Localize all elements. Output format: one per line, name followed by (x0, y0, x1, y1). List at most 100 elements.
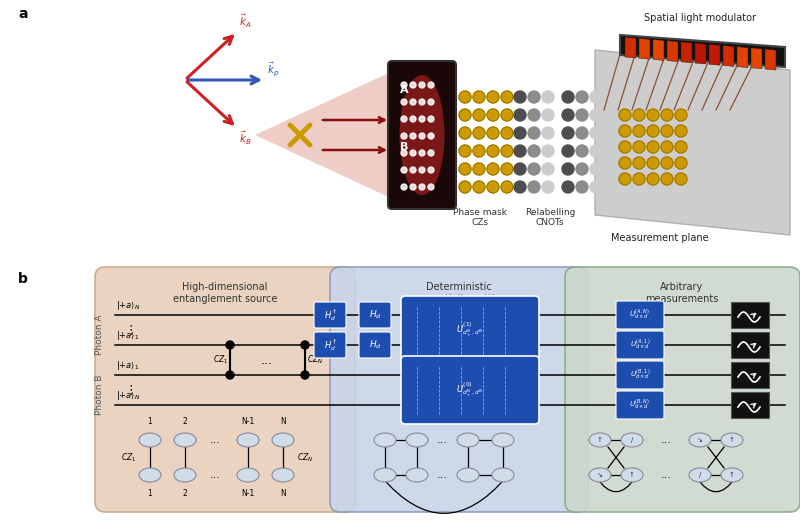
Text: $\vdots$: $\vdots$ (123, 323, 133, 337)
Circle shape (590, 127, 602, 139)
Text: $|{+a}\rangle_N$: $|{+a}\rangle_N$ (116, 389, 141, 402)
FancyBboxPatch shape (616, 361, 664, 389)
Text: $CZ_N$: $CZ_N$ (307, 354, 323, 366)
Circle shape (487, 127, 499, 139)
Circle shape (428, 184, 434, 190)
Text: N-1: N-1 (242, 417, 254, 426)
Circle shape (401, 99, 407, 105)
Text: $U^{(0)}_{d^N_+, d^N}$: $U^{(0)}_{d^N_+, d^N}$ (456, 381, 484, 399)
Circle shape (487, 163, 499, 175)
Ellipse shape (139, 433, 161, 447)
FancyBboxPatch shape (616, 331, 664, 359)
Circle shape (501, 163, 513, 175)
Circle shape (633, 157, 645, 169)
Text: ...: ... (661, 435, 671, 445)
Circle shape (542, 181, 554, 193)
Polygon shape (620, 35, 785, 67)
Circle shape (459, 145, 471, 157)
Polygon shape (595, 50, 790, 235)
Circle shape (226, 371, 234, 379)
Circle shape (528, 181, 540, 193)
Polygon shape (765, 49, 776, 70)
FancyBboxPatch shape (388, 61, 456, 209)
Circle shape (514, 91, 526, 103)
Circle shape (514, 145, 526, 157)
Circle shape (401, 133, 407, 139)
Text: a: a (18, 7, 27, 21)
Text: $CZ_1$: $CZ_1$ (213, 354, 228, 366)
Circle shape (542, 145, 554, 157)
Circle shape (419, 116, 425, 122)
Text: N: N (280, 417, 286, 426)
Circle shape (473, 127, 485, 139)
Ellipse shape (621, 433, 643, 447)
Circle shape (401, 184, 407, 190)
Text: $H^\dagger_d$: $H^\dagger_d$ (323, 307, 337, 323)
Text: ↘: ↘ (697, 437, 703, 443)
Polygon shape (695, 43, 706, 64)
Text: Measurement plane: Measurement plane (611, 233, 709, 243)
Ellipse shape (457, 468, 479, 482)
FancyBboxPatch shape (401, 296, 539, 364)
Circle shape (501, 91, 513, 103)
Circle shape (401, 82, 407, 88)
Circle shape (562, 145, 574, 157)
Polygon shape (709, 44, 720, 65)
Circle shape (528, 163, 540, 175)
Polygon shape (639, 38, 650, 59)
Circle shape (410, 133, 416, 139)
Text: N-1: N-1 (242, 489, 254, 498)
Text: 1: 1 (148, 417, 152, 426)
Circle shape (473, 91, 485, 103)
Circle shape (410, 150, 416, 156)
Circle shape (542, 127, 554, 139)
Polygon shape (751, 48, 762, 69)
Text: $H_d$: $H_d$ (369, 309, 382, 321)
Circle shape (647, 109, 659, 121)
Circle shape (542, 91, 554, 103)
Circle shape (487, 91, 499, 103)
Text: $|{+a}\rangle_1$: $|{+a}\rangle_1$ (116, 359, 139, 372)
FancyBboxPatch shape (401, 356, 539, 424)
Polygon shape (723, 46, 734, 66)
Text: ...: ... (437, 470, 447, 480)
Circle shape (501, 127, 513, 139)
Circle shape (487, 145, 499, 157)
Text: /: / (699, 472, 701, 478)
Circle shape (661, 141, 673, 153)
Circle shape (562, 127, 574, 139)
Ellipse shape (689, 433, 711, 447)
Circle shape (576, 163, 588, 175)
Circle shape (675, 141, 687, 153)
Text: ...: ... (261, 354, 273, 367)
Circle shape (428, 99, 434, 105)
Ellipse shape (272, 433, 294, 447)
Circle shape (410, 82, 416, 88)
Circle shape (419, 184, 425, 190)
Text: $U^{(B,N)}_{d\times d}$: $U^{(B,N)}_{d\times d}$ (630, 398, 650, 412)
FancyBboxPatch shape (565, 267, 800, 512)
FancyArrowPatch shape (697, 478, 735, 492)
Circle shape (428, 167, 434, 173)
Text: 2: 2 (182, 417, 187, 426)
Circle shape (401, 167, 407, 173)
Ellipse shape (174, 468, 196, 482)
Text: ...: ... (210, 470, 221, 480)
Circle shape (459, 109, 471, 121)
Polygon shape (625, 37, 636, 58)
FancyBboxPatch shape (616, 301, 664, 329)
Text: 2: 2 (182, 489, 187, 498)
FancyArrowPatch shape (382, 477, 506, 514)
Circle shape (576, 91, 588, 103)
Circle shape (661, 173, 673, 185)
Circle shape (428, 133, 434, 139)
Circle shape (226, 341, 234, 349)
Circle shape (459, 127, 471, 139)
Circle shape (562, 109, 574, 121)
Circle shape (410, 116, 416, 122)
Circle shape (619, 141, 631, 153)
Circle shape (301, 341, 309, 349)
Circle shape (542, 109, 554, 121)
Ellipse shape (689, 468, 711, 482)
Ellipse shape (406, 468, 428, 482)
